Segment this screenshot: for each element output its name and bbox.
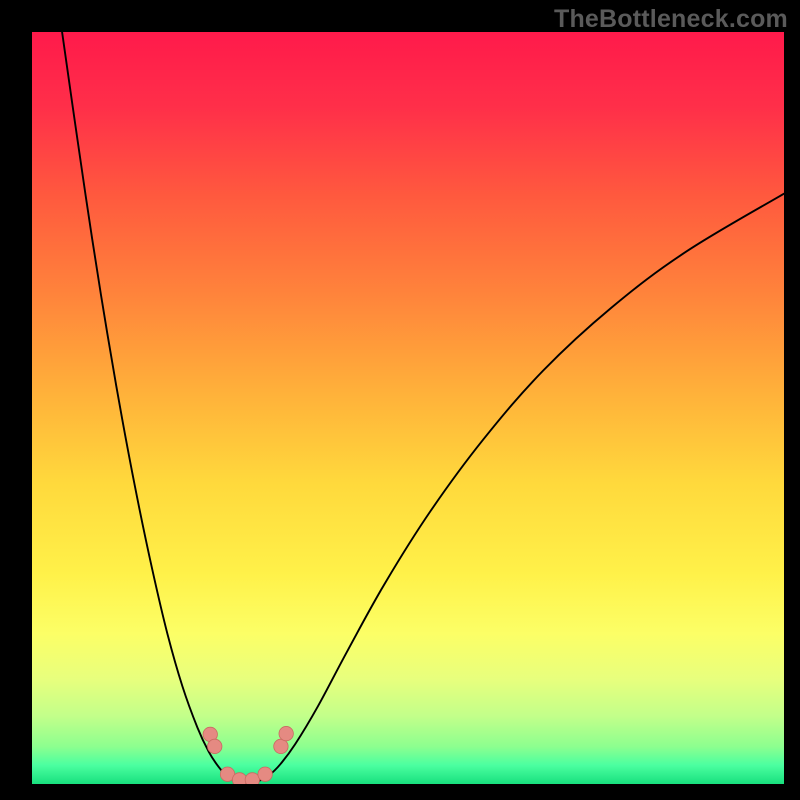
data-marker <box>279 726 293 740</box>
plot-svg <box>32 32 784 784</box>
watermark-text: TheBottleneck.com <box>554 5 788 34</box>
gradient-background <box>32 32 784 784</box>
data-marker <box>208 739 222 753</box>
data-marker <box>245 773 259 784</box>
plot-area <box>32 32 784 784</box>
data-marker <box>274 739 288 753</box>
data-marker <box>232 773 246 784</box>
data-marker <box>258 767 272 781</box>
